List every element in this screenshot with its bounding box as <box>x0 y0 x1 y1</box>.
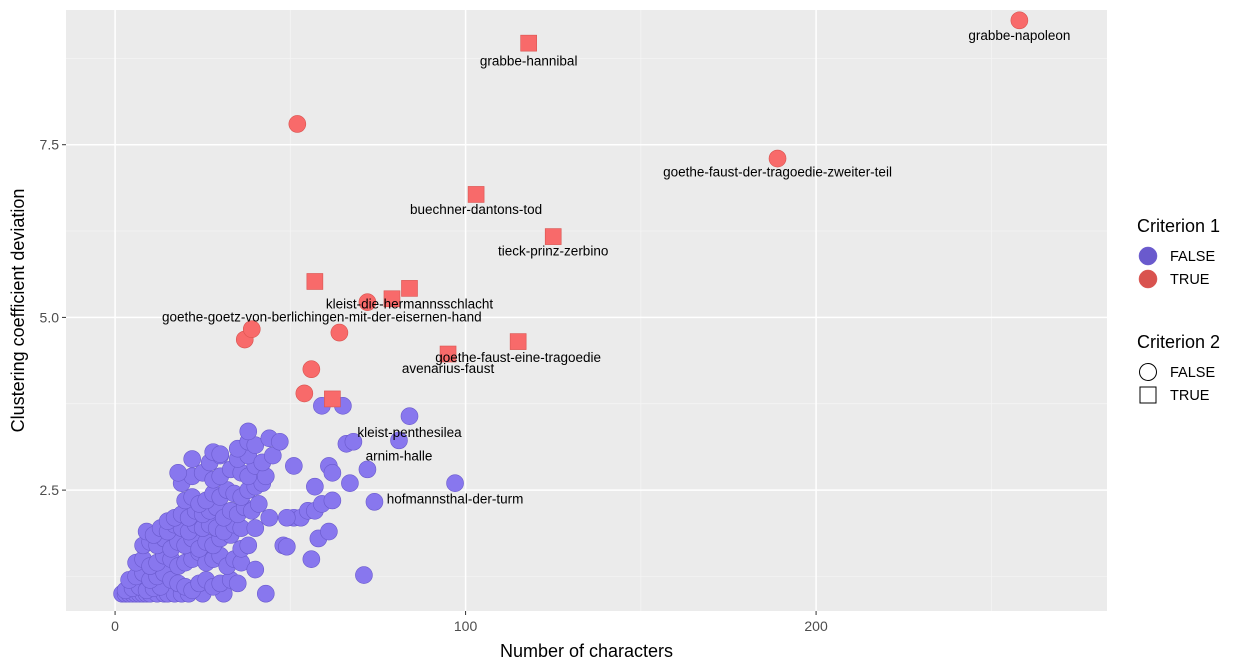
point-annotation: grabbe-hannibal <box>480 53 578 68</box>
legend-label: TRUE <box>1170 272 1210 288</box>
data-point-circle <box>256 584 275 603</box>
data-point-circle <box>320 522 338 541</box>
point-annotation: tieck-prinz-zerbino <box>498 243 608 258</box>
data-point-circle <box>239 422 258 441</box>
data-point-circle <box>768 149 787 168</box>
data-point-circle <box>278 508 296 527</box>
data-point-circle <box>295 384 314 403</box>
point-annotation: kleist-penthesilea <box>357 425 462 440</box>
point-annotation: buechner-dantons-tod <box>410 202 542 217</box>
data-point-circle <box>271 432 289 451</box>
data-point-square <box>439 345 457 363</box>
data-point-circle <box>278 537 296 556</box>
data-point-circle <box>390 431 408 450</box>
x-tick-label: 0 <box>111 618 119 634</box>
data-point-circle <box>183 450 201 468</box>
point-annotation: avenarius-faust <box>402 361 495 376</box>
data-point-circle <box>341 474 359 493</box>
data-point-circle <box>355 566 373 584</box>
data-point-circle <box>400 407 419 425</box>
x-tick-label: 200 <box>804 618 828 634</box>
data-point-circle <box>246 560 265 579</box>
legend-label: TRUE <box>1170 388 1210 404</box>
data-points <box>113 11 1029 603</box>
point-annotation: goethe-faust-eine-tragoedie <box>435 350 601 365</box>
legend-label: FALSE <box>1170 249 1215 265</box>
y-tick-label: 2.5 <box>40 482 60 498</box>
axes: 0 100 200 2.5 5.0 7.5 <box>40 137 828 634</box>
data-point-circle <box>1010 11 1029 30</box>
data-point-circle <box>358 293 377 312</box>
point-annotation: arnim-halle <box>366 449 433 464</box>
data-point-circle <box>246 519 265 537</box>
point-annotation: goethe-faust-der-tragoedie-zweiter-teil <box>663 165 892 180</box>
data-point-circle <box>302 550 321 568</box>
data-point-circle <box>344 432 363 451</box>
point-annotation: goethe-goetz-von-berlichingen-mit-der-ei… <box>162 310 482 325</box>
x-tick-label: 100 <box>454 618 478 634</box>
legend-key-color <box>1138 269 1158 289</box>
data-point-circle <box>302 360 321 379</box>
data-point-circle <box>169 464 187 482</box>
point-annotations: grabbe-napoleon grabbe-hannibal goethe-fau… <box>162 28 1070 507</box>
data-point-square <box>467 186 485 203</box>
point-annotation: grabbe-napoleon <box>968 28 1070 43</box>
data-point-square <box>544 228 562 245</box>
data-point-square <box>383 290 401 308</box>
data-point-square <box>324 390 341 408</box>
legend-key-square <box>1139 386 1157 404</box>
legend-key-color <box>1138 246 1158 266</box>
legend-key-circle <box>1139 363 1157 381</box>
data-point-circle <box>358 460 377 479</box>
legend: Criterion 1 FALSE TRUE Criterion 2 FALSE TRUE <box>1137 216 1220 404</box>
data-point-circle <box>323 464 342 482</box>
data-point-circle <box>365 493 384 511</box>
point-annotation: hofmannsthal-der-turm <box>387 491 524 506</box>
data-point-circle <box>239 536 258 555</box>
data-point-square <box>401 280 418 297</box>
data-point-circle <box>323 491 342 510</box>
data-point-circle <box>330 323 349 342</box>
data-point-circle <box>260 508 279 527</box>
data-point-circle <box>242 320 261 338</box>
x-axis-title: Number of characters <box>500 641 673 661</box>
legend-label: FALSE <box>1170 365 1215 381</box>
legend-title-criterion-2: Criterion 2 <box>1137 332 1220 352</box>
data-point-square <box>509 333 527 350</box>
y-tick-label: 5.0 <box>40 309 60 325</box>
data-point-circle <box>446 474 464 493</box>
data-point-square <box>306 273 324 290</box>
data-point-circle <box>306 477 324 496</box>
data-point-circle <box>249 495 268 513</box>
data-point-circle <box>288 115 307 133</box>
legend-title-criterion-1: Criterion 1 <box>1137 216 1220 236</box>
y-axis-title: Clustering coefficient deviation <box>8 189 28 433</box>
point-annotation: kleist-die-hermannsschlacht <box>326 297 494 312</box>
data-point-circle <box>285 457 303 475</box>
y-tick-label: 7.5 <box>40 137 60 153</box>
data-point-square <box>520 34 537 52</box>
data-point-circle <box>228 574 247 593</box>
data-point-circle <box>211 445 230 463</box>
